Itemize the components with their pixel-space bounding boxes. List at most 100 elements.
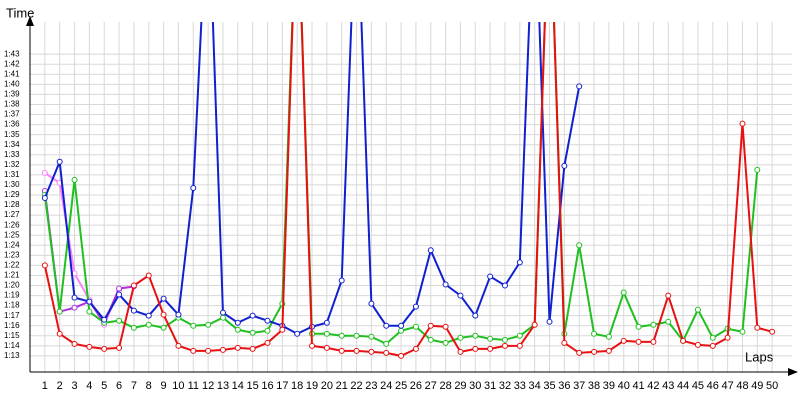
y-tick-label: 1:23 (4, 250, 20, 259)
point (294, 330, 301, 337)
x-tick-label: 16 (261, 380, 273, 392)
x-tick-label: 50 (766, 380, 778, 392)
x-arrow (788, 368, 798, 376)
y-tick-label: 1:15 (4, 331, 20, 340)
point (86, 343, 93, 350)
point (398, 327, 405, 334)
point (234, 326, 241, 333)
x-tick-label: 40 (618, 380, 630, 392)
point (234, 344, 241, 351)
y-tick-label: 1:28 (4, 200, 20, 209)
point (145, 312, 152, 319)
point (754, 324, 761, 331)
y-tick-label: 1:17 (4, 311, 20, 320)
x-tick-label: 31 (484, 380, 496, 392)
x-tick-label: 5 (101, 380, 107, 392)
point (487, 273, 494, 280)
point (309, 342, 316, 349)
point (516, 259, 523, 266)
point (41, 169, 48, 176)
point (175, 311, 182, 318)
x-tick-label: 26 (410, 380, 422, 392)
point (160, 324, 167, 331)
point (101, 345, 108, 352)
point (86, 308, 93, 315)
y-tick-label: 1:39 (4, 90, 20, 99)
point (368, 333, 375, 340)
point (605, 347, 612, 354)
x-tick-label: 34 (529, 380, 541, 392)
x-tick-label: 6 (116, 380, 122, 392)
point (101, 316, 108, 323)
point (190, 184, 197, 191)
point (709, 334, 716, 341)
x-tick-label: 14 (232, 380, 244, 392)
point (71, 294, 78, 301)
point (130, 282, 137, 289)
point (264, 327, 271, 334)
x-axis-title: Laps (745, 349, 774, 364)
point (576, 83, 583, 90)
point (412, 303, 419, 310)
point (516, 342, 523, 349)
point (665, 318, 672, 325)
x-tick-label: 13 (217, 380, 229, 392)
point (516, 332, 523, 339)
point (457, 348, 464, 355)
x-tick-label: 38 (588, 380, 600, 392)
point (724, 334, 731, 341)
y-tick-label: 1:38 (4, 100, 20, 109)
point (279, 326, 286, 333)
point (427, 322, 434, 329)
x-tick-label: 39 (603, 380, 615, 392)
point (175, 342, 182, 349)
point (353, 347, 360, 354)
point (219, 346, 226, 353)
point (71, 176, 78, 183)
point (205, 321, 212, 328)
point (41, 262, 48, 269)
point (249, 312, 256, 319)
y-tick-label: 1:29 (4, 190, 20, 199)
point (353, 332, 360, 339)
point (739, 328, 746, 335)
point (650, 321, 657, 328)
point (41, 195, 48, 202)
x-tick-label: 44 (677, 380, 689, 392)
y-tick-label: 1:16 (4, 321, 20, 330)
point (620, 289, 627, 296)
series-line (43, 22, 773, 357)
point (249, 345, 256, 352)
point (338, 347, 345, 354)
y-tick-label: 1:26 (4, 220, 20, 229)
x-tick-label: 1 (42, 380, 48, 392)
point (368, 348, 375, 355)
point (472, 332, 479, 339)
point (383, 322, 390, 329)
point (205, 347, 212, 354)
point (249, 329, 256, 336)
point (665, 292, 672, 299)
point (116, 317, 123, 324)
y-tick-label: 1:21 (4, 271, 20, 280)
point (323, 330, 330, 337)
y-tick-label: 1:36 (4, 120, 20, 129)
x-tick-label: 17 (276, 380, 288, 392)
point (457, 334, 464, 341)
point (576, 242, 583, 249)
x-tick-label: 28 (439, 380, 451, 392)
x-tick-label: 49 (751, 380, 763, 392)
x-tick-label: 42 (647, 380, 659, 392)
point (412, 323, 419, 330)
x-tick-label: 18 (291, 380, 303, 392)
x-tick-label: 22 (350, 380, 362, 392)
y-arrow (26, 16, 34, 26)
y-tick-label: 1:41 (4, 69, 20, 78)
x-tick-label: 20 (321, 380, 333, 392)
point (754, 166, 761, 173)
point (56, 330, 63, 337)
y-tick-label: 1:32 (4, 160, 20, 169)
point (398, 322, 405, 329)
point (264, 339, 271, 346)
x-tick-label: 15 (247, 380, 259, 392)
